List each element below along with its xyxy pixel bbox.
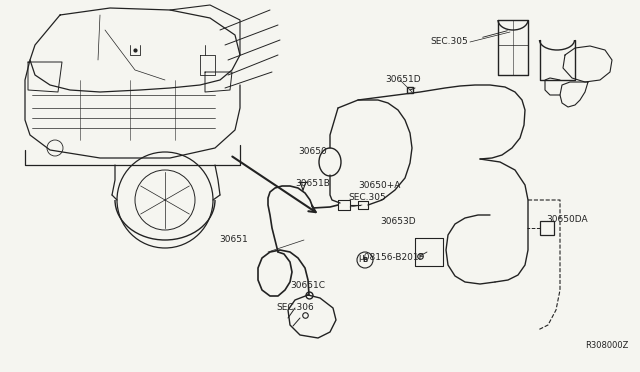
Text: 30651D: 30651D [385, 76, 420, 84]
Text: SEC.305: SEC.305 [430, 38, 468, 46]
Text: µ08156-B201F: µ08156-B201F [358, 253, 424, 263]
Text: R308000Z: R308000Z [585, 340, 628, 350]
Text: 30651C: 30651C [290, 282, 325, 291]
Text: 30650+A: 30650+A [358, 180, 401, 189]
Text: B: B [362, 257, 367, 263]
Text: SEC.306: SEC.306 [276, 304, 314, 312]
Text: 30651B: 30651B [295, 179, 330, 187]
Text: 30651: 30651 [220, 235, 248, 244]
Text: 30650DA: 30650DA [546, 215, 588, 224]
Text: 30650: 30650 [298, 148, 327, 157]
Text: SEC.305: SEC.305 [348, 193, 386, 202]
Text: 30653D: 30653D [380, 218, 415, 227]
